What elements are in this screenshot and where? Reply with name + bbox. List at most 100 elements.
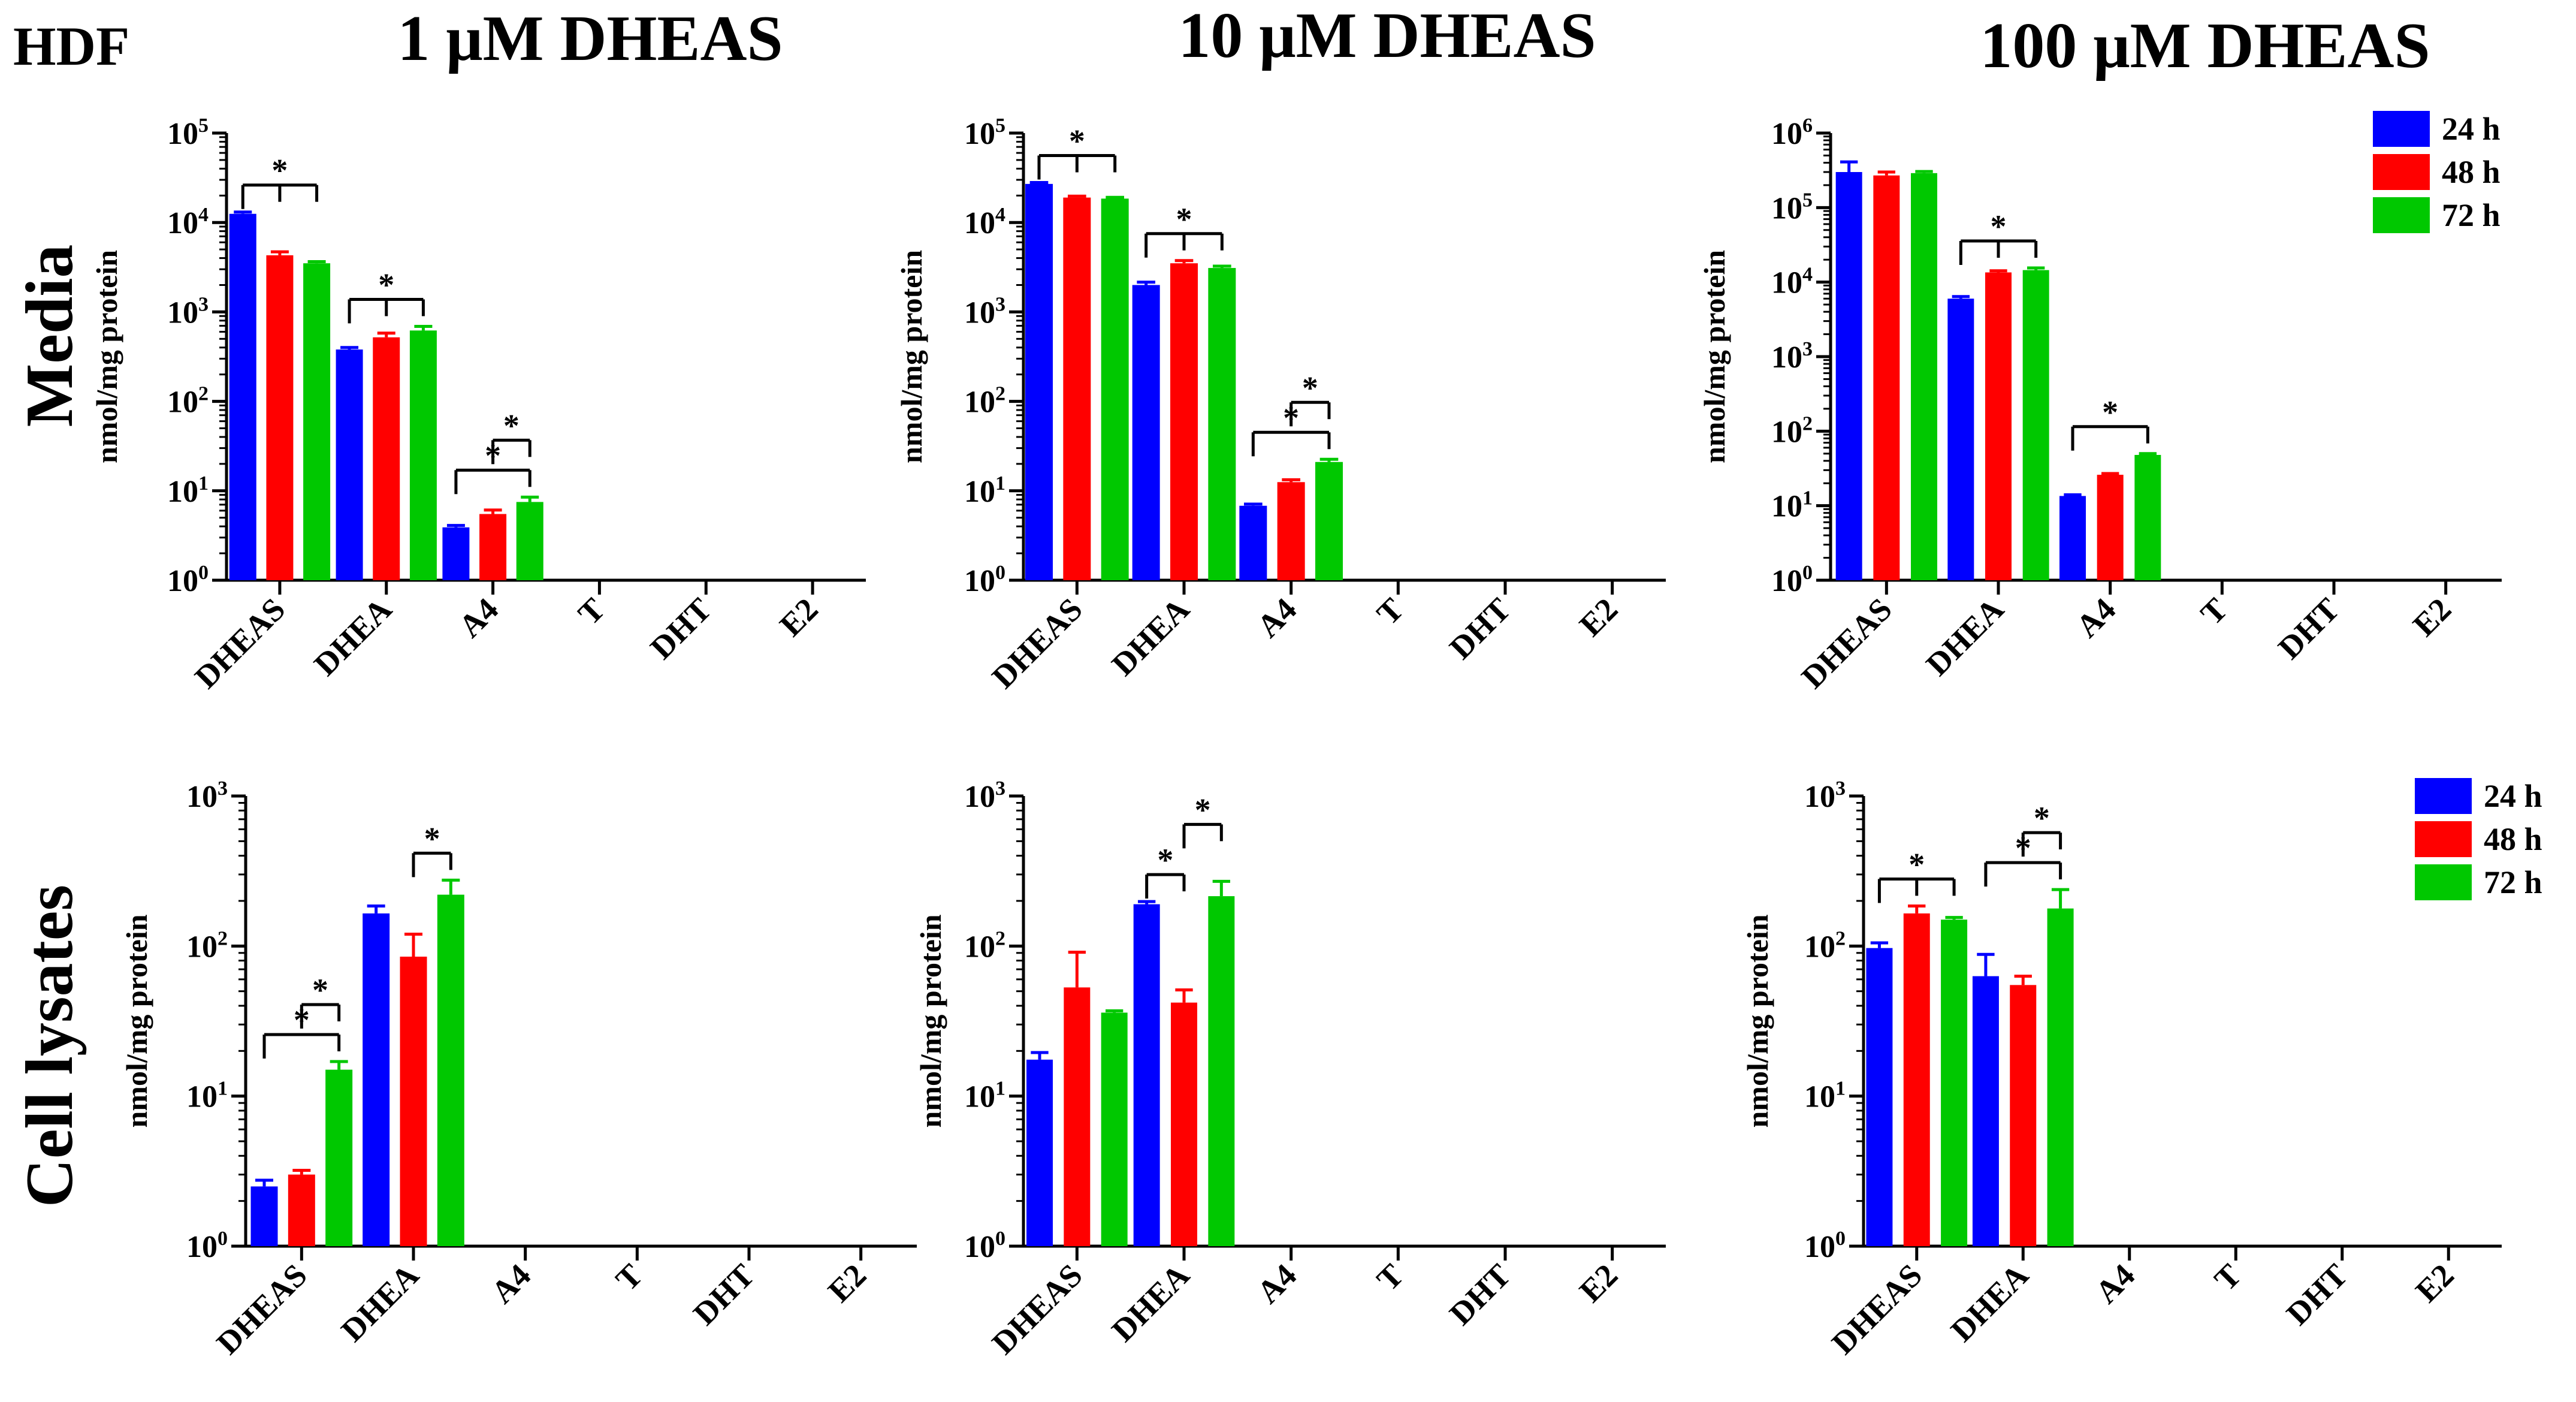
x-tick-label-dht: DHT — [2279, 1257, 2354, 1332]
bar-dhea-48h — [1985, 272, 2012, 581]
legend-swatch — [2373, 154, 2430, 190]
x-tick-label-t: T — [571, 591, 612, 632]
y-axis-label: nmol/mg protein — [914, 914, 947, 1127]
y-tick-label: 102 — [167, 383, 209, 420]
legend-swatch — [2415, 864, 2472, 900]
bar-dhea-72h — [409, 330, 437, 580]
x-tick-label-t: T — [609, 1257, 650, 1298]
significance-star: * — [1176, 201, 1192, 237]
bar-dhea-48h — [2010, 985, 2037, 1246]
y-axis-label: nmol/mg protein — [895, 250, 928, 463]
y-tick-label: 101 — [964, 472, 1005, 509]
bar-dhea-72h — [1208, 268, 1236, 580]
bar-dheas-48h — [288, 1174, 315, 1246]
y-tick-label: 100 — [1771, 562, 1813, 598]
x-tick-label-dhea: DHEA — [1919, 591, 2011, 683]
bar-dhea-24h — [1132, 285, 1160, 580]
chart-panel-5: 100 101 102 103 nmol/mg protein DHEAS DHEA A4 T D… — [914, 777, 1666, 1361]
column-title-1: 1 μM DHEAS — [397, 3, 783, 74]
bar-dhea-24h — [363, 913, 390, 1246]
bar-dheas-24h — [250, 1186, 278, 1246]
legend-label: 48 h — [2442, 154, 2500, 190]
bar-dheas-72h — [1941, 919, 1968, 1246]
y-tick-label: 105 — [964, 114, 1005, 151]
legend-cell-lysates: 24 h 48 h 72 h — [2415, 778, 2542, 900]
y-tick-label: 104 — [1771, 264, 1813, 300]
x-tick-label-t: T — [1370, 591, 1411, 632]
x-tick-label-a4: A4 — [1250, 591, 1303, 644]
x-tick-label-e2: E2 — [773, 591, 825, 643]
chart-panel-6: 100 101 102 103 nmol/mg protein DHEAS DHEA A4 T D… — [1741, 777, 2502, 1361]
y-tick-label: 104 — [964, 204, 1005, 240]
chart-panel-4: 100 101 102 103 nmol/mg protein DHEAS DHEA A4 T D… — [120, 777, 917, 1361]
legend-media: 24 h 48 h 72 h — [2373, 111, 2500, 233]
x-tick-label-t: T — [2207, 1257, 2248, 1298]
bar-dheas-72h — [1101, 1012, 1128, 1246]
x-tick-label-dhea: DHEA — [1105, 1257, 1197, 1349]
bar-a4-48h — [479, 514, 507, 580]
x-tick-label-dhea: DHEA — [307, 591, 398, 683]
bar-dheas-24h — [1026, 1059, 1053, 1246]
bar-dheas-48h — [1903, 913, 1930, 1246]
x-tick-label-dhea: DHEA — [1944, 1257, 2036, 1349]
x-tick-label-a4: A4 — [452, 591, 505, 644]
bar-dheas-24h — [1025, 183, 1053, 580]
x-tick-label-dht: DHT — [686, 1257, 761, 1332]
bar-a4-48h — [2097, 475, 2124, 580]
y-tick-label: 103 — [186, 777, 228, 814]
significance-star: * — [2034, 800, 2050, 836]
bar-dheas-72h — [325, 1069, 353, 1246]
bar-dhea-72h — [437, 894, 464, 1246]
significance-star: * — [378, 267, 394, 303]
bar-dheas-72h — [303, 263, 331, 580]
significance-star: * — [2102, 394, 2118, 430]
legend-label: 48 h — [2484, 821, 2542, 857]
bar-dhea-48h — [373, 337, 400, 580]
significance-star: * — [1069, 123, 1085, 159]
y-tick-label: 103 — [1771, 338, 1813, 375]
x-tick-label-dheas: DHEAS — [210, 1257, 314, 1361]
x-tick-label-dheas: DHEAS — [1825, 1257, 1929, 1361]
bar-a4-48h — [1277, 482, 1305, 580]
legend-swatch — [2373, 197, 2430, 233]
x-tick-label-t: T — [2194, 591, 2234, 632]
x-tick-label-t: T — [1370, 1257, 1411, 1298]
cell-label: HDF — [13, 16, 129, 77]
x-tick-label-dheas: DHEAS — [188, 591, 292, 695]
y-tick-label: 102 — [1771, 412, 1813, 449]
significance-star: * — [424, 821, 440, 857]
bar-dheas-72h — [1101, 198, 1129, 580]
bar-dheas-24h — [1866, 948, 1893, 1246]
bar-dhea-24h — [1972, 976, 1999, 1246]
y-tick-label: 100 — [167, 562, 209, 598]
y-tick-label: 103 — [167, 293, 209, 330]
significance-star: * — [1302, 370, 1318, 406]
y-tick-label: 101 — [964, 1078, 1005, 1114]
y-tick-label: 105 — [167, 114, 209, 151]
y-tick-label: 102 — [186, 927, 228, 964]
significance-star: * — [312, 972, 328, 1008]
x-tick-label-a4: A4 — [2088, 1257, 2142, 1310]
bar-a4-24h — [2059, 496, 2086, 580]
legend-label: 24 h — [2442, 111, 2500, 147]
bar-dhea-72h — [1208, 896, 1235, 1246]
y-axis-label: nmol/mg protein — [1741, 914, 1774, 1127]
legend-label: 72 h — [2442, 197, 2500, 233]
y-tick-label: 103 — [1804, 777, 1846, 814]
bar-dhea-24h — [1947, 299, 1974, 580]
bar-dhea-24h — [1133, 904, 1160, 1246]
x-tick-label-e2: E2 — [1572, 591, 1624, 643]
column-title-3: 100 μM DHEAS — [1980, 10, 2430, 82]
significance-star: * — [1908, 846, 1925, 882]
y-tick-label: 100 — [964, 562, 1005, 598]
x-tick-label-dht: DHT — [2271, 591, 2346, 666]
bar-dhea-72h — [2022, 270, 2049, 580]
x-tick-label-e2: E2 — [821, 1257, 873, 1309]
y-tick-label: 101 — [186, 1078, 228, 1114]
bar-dheas-48h — [266, 255, 294, 581]
bar-a4-24h — [442, 527, 470, 580]
bar-dheas-48h — [1873, 175, 1900, 580]
y-tick-label: 100 — [186, 1228, 228, 1264]
